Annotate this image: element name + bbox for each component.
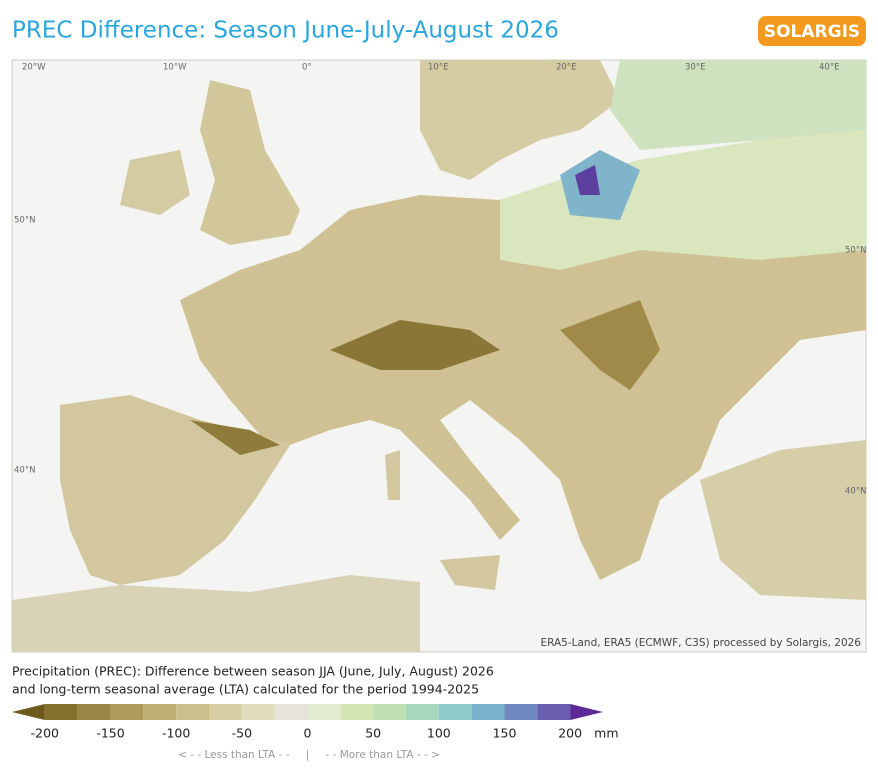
legend-swatch — [274, 704, 308, 720]
graticule-label: 20°W — [22, 63, 46, 73]
legend-swatch — [176, 704, 209, 720]
legend-swatch — [570, 704, 603, 720]
legend-tick-label: -200 — [31, 726, 59, 741]
graticule-label: 30°E — [685, 63, 705, 73]
attribution: ERA5-Land, ERA5 (ECMWF, C3S) processed b… — [540, 637, 861, 649]
graticule-label: 20°E — [556, 63, 576, 73]
legend-note: < - - Less than LTA - - — [178, 749, 290, 761]
legend-tick-label: 0 — [304, 726, 312, 741]
land — [12, 575, 420, 652]
legend-swatch — [110, 704, 144, 720]
land-anomaly — [610, 60, 866, 150]
description: Precipitation (PREC): Difference between… — [12, 664, 494, 679]
legend-swatch — [77, 704, 111, 720]
legend-note: | — [306, 749, 310, 761]
graticule-label: 50°N — [845, 246, 866, 256]
legend-tick-label: -50 — [232, 726, 252, 741]
graticule-label: 40°N — [845, 487, 866, 497]
graticule-label: 10°W — [163, 63, 187, 73]
land — [700, 440, 866, 600]
legend-swatch — [504, 704, 538, 720]
land — [440, 555, 500, 590]
legend-tick-label: 100 — [427, 726, 451, 741]
map: 20°W 10°W 0° 10°E 20°E 30°E 40°E 50°N 50… — [11, 59, 867, 653]
land — [420, 60, 620, 180]
land — [200, 80, 300, 245]
legend-swatch — [44, 704, 78, 720]
land-anomaly — [500, 130, 866, 270]
graticule-label: 10°E — [428, 63, 448, 73]
graticule-label: 40°E — [819, 63, 839, 73]
graticule-label: 40°N — [14, 466, 35, 476]
land — [385, 450, 400, 500]
title: PREC Difference: Season June-July-August… — [12, 18, 559, 44]
legend-swatch — [471, 704, 505, 720]
legend-note: - - More than LTA - - > — [326, 749, 440, 761]
land-anomaly — [330, 320, 500, 370]
land-anomaly — [190, 420, 280, 455]
legend-swatch — [209, 704, 242, 720]
legend-swatch — [143, 704, 177, 720]
legend-swatch — [307, 704, 341, 720]
legend-tick-label: 50 — [365, 726, 381, 741]
land-anomaly — [560, 150, 640, 220]
description: and long-term seasonal average (LTA) cal… — [12, 682, 479, 697]
legend-swatch — [12, 704, 45, 720]
land-anomaly — [575, 165, 600, 195]
legend-swatch — [438, 704, 472, 720]
legend-unit: mm — [594, 726, 618, 741]
legend-tick-label: 200 — [558, 726, 582, 741]
land — [120, 150, 190, 215]
legend-tick-label: -100 — [162, 726, 190, 741]
legend-tick-label: -150 — [96, 726, 124, 741]
legend-swatch — [241, 704, 275, 720]
logo-badge — [758, 16, 866, 46]
legend: -200 -150 -100 -50 0 50 100 150 200 mm < - - Less … — [12, 704, 619, 761]
graticule-label: 50°N — [14, 216, 35, 226]
legend-swatch — [406, 704, 439, 720]
graticule-label: 0° — [302, 63, 312, 73]
logo: SOLARGIS — [764, 22, 860, 42]
legend-swatch — [537, 704, 571, 720]
land-anomaly — [560, 300, 660, 390]
legend-tick-label: 150 — [493, 726, 517, 741]
legend-swatch — [340, 704, 374, 720]
legend-swatch — [373, 704, 406, 720]
